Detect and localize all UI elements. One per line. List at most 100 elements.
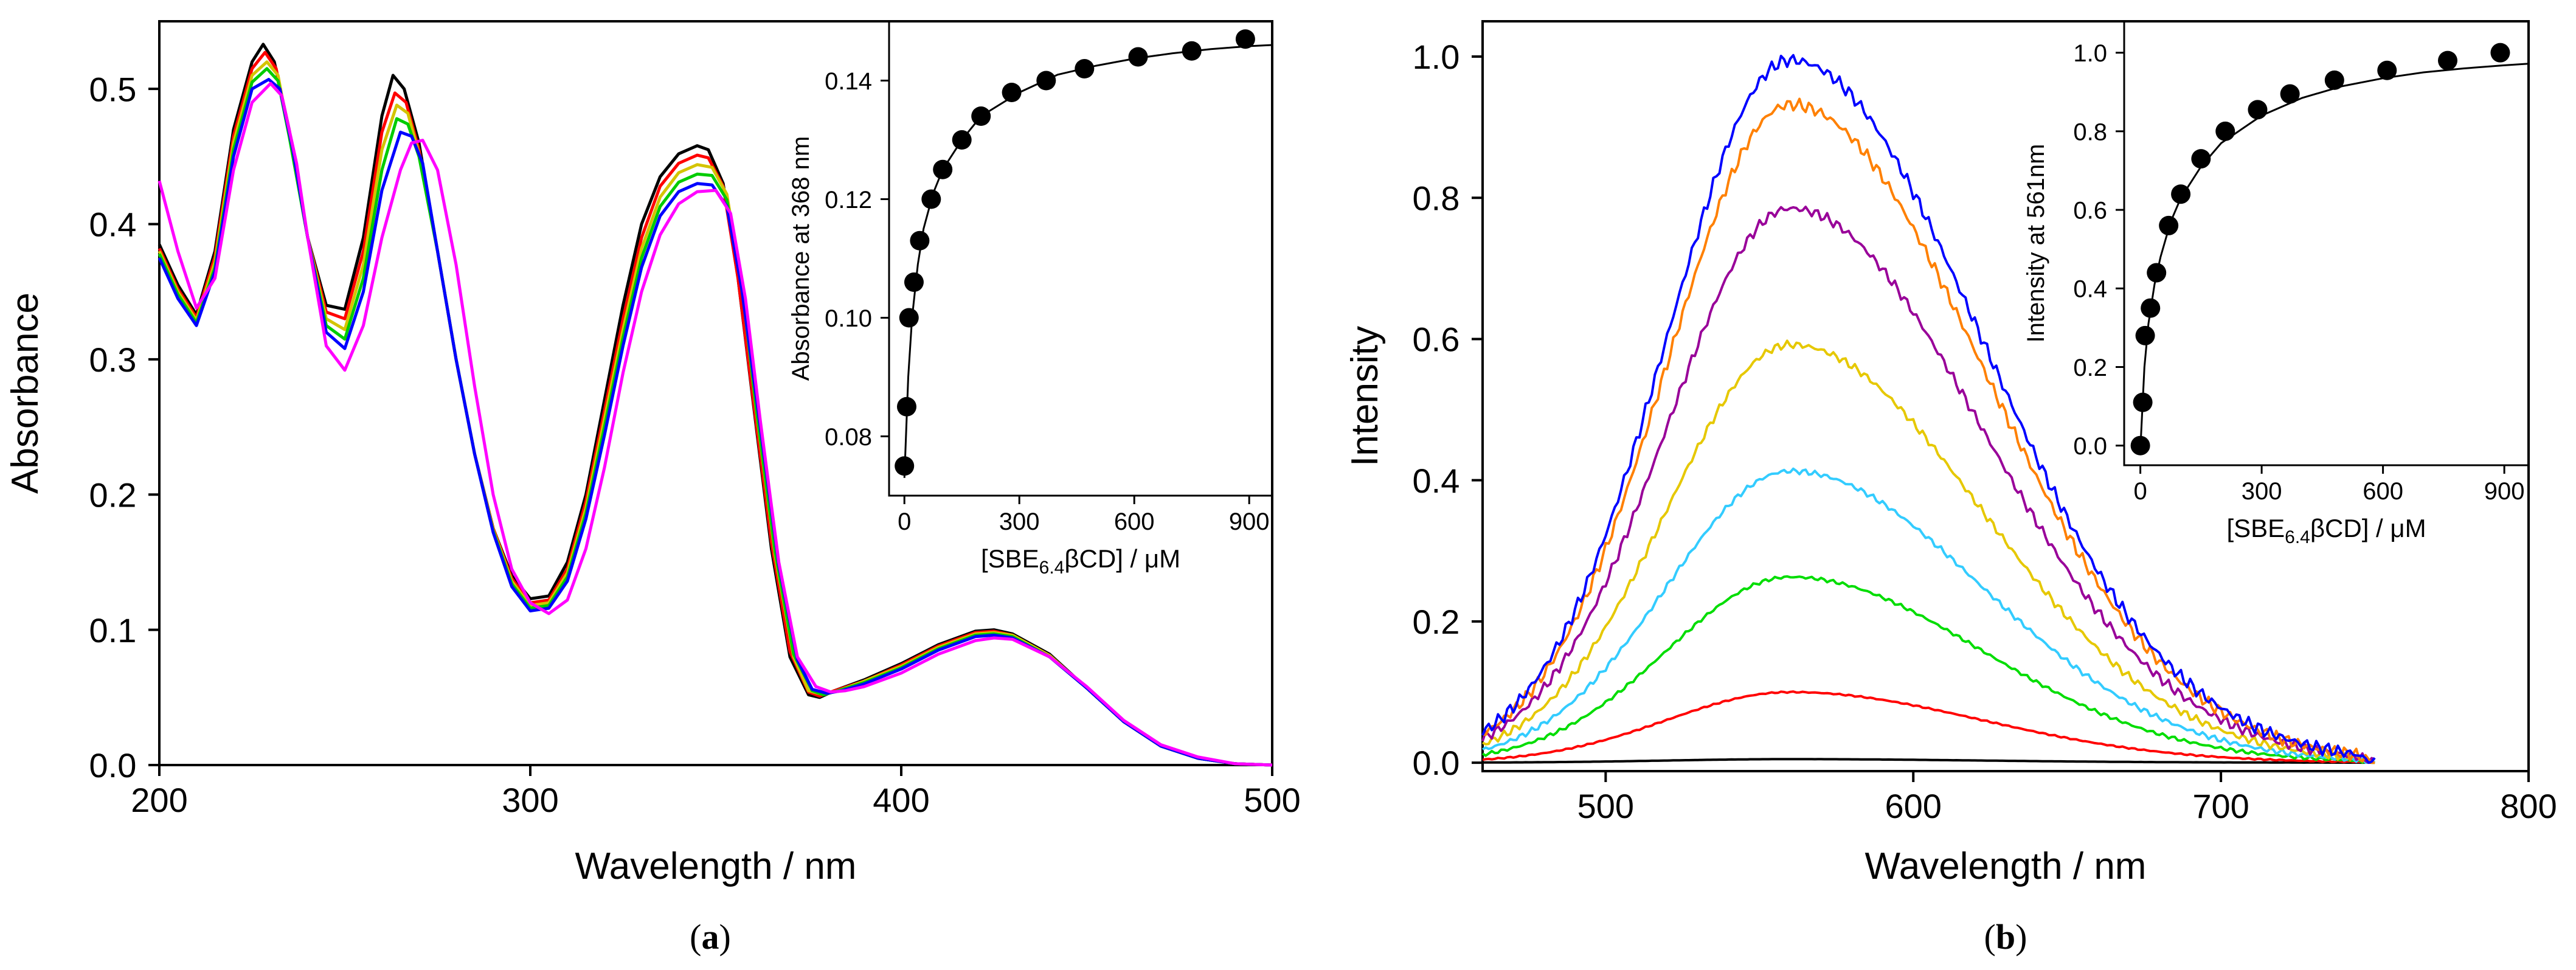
x-tick-label: 500	[1244, 781, 1300, 819]
y-tick-label: 0.4	[1413, 462, 1460, 500]
data-point	[1036, 71, 1056, 91]
data-point	[1075, 59, 1095, 78]
caption-close: )	[2015, 917, 2027, 957]
data-point	[2130, 435, 2150, 456]
data-point	[904, 272, 924, 292]
caption-close: )	[719, 917, 731, 957]
data-point	[2141, 298, 2161, 318]
x-tick-label: 500	[1577, 787, 1634, 825]
caption-open: (	[690, 917, 701, 957]
data-point	[1235, 29, 1255, 49]
data-point	[896, 397, 916, 417]
series-line	[1481, 54, 2376, 764]
data-point	[2324, 70, 2344, 90]
inset-x-label-subscript: 6.4	[2285, 527, 2310, 547]
y-tick-label: 0.0	[1413, 744, 1460, 782]
y-tick-label: 0.0	[2073, 433, 2107, 460]
data-point	[2438, 50, 2457, 71]
data-point	[2215, 121, 2235, 141]
data-point	[933, 159, 953, 179]
x-tick-label: 600	[1114, 508, 1155, 535]
series-line	[1481, 575, 2375, 764]
y-tick-label: 1.0	[2073, 40, 2107, 67]
inset-x-label-prefix: [SBE	[2226, 514, 2285, 542]
caption-letter: b	[1996, 917, 2015, 957]
y-tick-label: 0.3	[89, 341, 137, 379]
data-point	[910, 230, 930, 251]
data-point	[2248, 100, 2268, 120]
data-point	[952, 130, 972, 150]
x-tick-label: 300	[502, 781, 558, 819]
series-line	[158, 81, 1273, 767]
y-tick-label: 0.08	[825, 424, 872, 451]
x-tick-label: 600	[1885, 787, 1942, 825]
x-axis-label: Wavelength / nm	[575, 845, 857, 887]
series-line	[1482, 690, 2375, 764]
data-point	[971, 106, 991, 126]
fit-curve	[903, 44, 1273, 478]
series-line	[158, 50, 1273, 767]
y-tick-label: 0.4	[2073, 276, 2107, 303]
series-line	[158, 43, 1273, 767]
y-tick-label: 0.14	[825, 68, 872, 95]
inset-b: 0 300 600 900 0.0 0.2 0.4 0.6 0.8 1.0 [SBE6.4βCD] …	[2023, 20, 2530, 547]
data-point	[2135, 325, 2155, 345]
inset-y-axis-label: Absorbance at 368 nm	[788, 136, 814, 381]
series-line	[1481, 206, 2375, 764]
x-tick-label: 300	[999, 508, 1040, 535]
data-point	[1128, 47, 1148, 67]
data-point	[2490, 43, 2510, 63]
data-point	[2377, 60, 2397, 80]
panel-a: 200 300 400 500 0.0 0.1 0.2 0.3 0.4 0.5 Wavelength…	[4, 20, 1301, 957]
data-point	[895, 456, 915, 476]
y-tick-label: 0.12	[825, 187, 872, 213]
x-tick-label: 400	[873, 781, 929, 819]
x-tick-label: 600	[2363, 478, 2403, 505]
y-tick-label: 0.2	[89, 476, 137, 514]
fit-curve	[2139, 63, 2529, 450]
x-axis-label: Wavelength / nm	[1865, 845, 2147, 887]
inset-x-axis-label: [SBE6.4βCD] / μM	[981, 544, 1180, 578]
plot-frame	[158, 20, 1273, 766]
inset-x-label-prefix: [SBE	[981, 544, 1039, 573]
y-tick-label: 1.0	[1413, 38, 1460, 76]
panel-caption: (b)	[1984, 917, 2027, 957]
inset-x-label-suffix: βCD] / μM	[2310, 514, 2426, 542]
data-point	[2147, 263, 2167, 283]
y-tick-label: 0.0	[89, 746, 137, 785]
series-line	[1483, 758, 2375, 764]
x-tick-label: 900	[1229, 508, 1270, 535]
series-line	[1482, 339, 2375, 764]
x-tick-label: 700	[2192, 787, 2249, 825]
series-line	[1482, 97, 2375, 764]
y-tick-label: 0.10	[825, 305, 872, 332]
panel-caption: (a)	[690, 917, 731, 957]
x-tick-label: 200	[131, 781, 187, 819]
data-point	[1182, 41, 1202, 61]
y-tick-label: 0.5	[89, 70, 137, 108]
data-point	[899, 308, 919, 328]
data-point	[1002, 83, 1022, 102]
y-tick-label: 0.4	[89, 206, 137, 244]
inset-y-axis-label: Intensity at 561nm	[2023, 144, 2049, 343]
y-tick-label: 0.8	[1413, 179, 1460, 217]
y-axis-label: Intensity	[1344, 326, 1386, 466]
x-tick-label: 800	[2500, 787, 2557, 825]
panel-b: 500 600 700 800 0.0 0.2 0.4 0.6 0.8 1.0 Wavelength…	[1344, 20, 2557, 957]
plot-frame	[888, 20, 1273, 497]
data-point	[2171, 184, 2191, 204]
inset-x-axis-label: [SBE6.4βCD] / μM	[2226, 514, 2426, 547]
caption-open: (	[1984, 917, 1996, 957]
y-tick-label: 0.1	[89, 611, 137, 650]
y-tick-label: 0.2	[2073, 355, 2107, 381]
plot-frame	[1481, 20, 2530, 772]
data-point	[2191, 149, 2211, 169]
inset-x-label-subscript: 6.4	[1039, 558, 1065, 578]
x-tick-label: 900	[2484, 478, 2525, 505]
data-point	[2133, 392, 2153, 412]
y-axis-label: Absorbance	[4, 293, 46, 494]
x-tick-label: 0	[2133, 478, 2147, 505]
y-tick-label: 0.2	[1413, 603, 1460, 641]
series-line	[1481, 467, 2376, 764]
